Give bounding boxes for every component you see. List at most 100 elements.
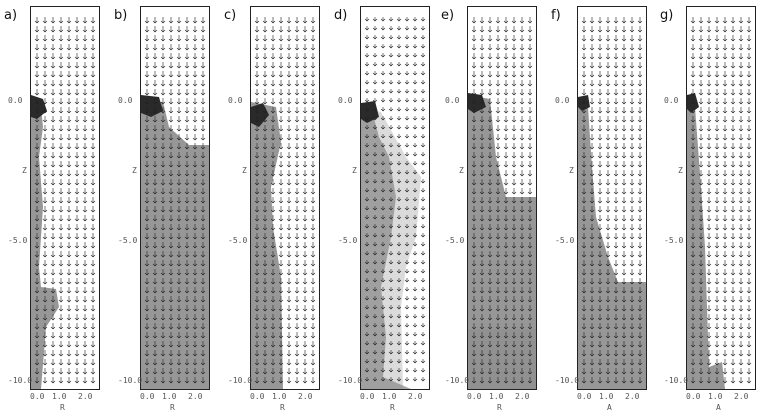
vector-arrow (160, 188, 166, 195)
vector-arrow (479, 350, 485, 357)
vector-arrow (690, 116, 696, 123)
vector-arrow (527, 116, 533, 123)
vector-arrow (589, 233, 595, 240)
vector-arrow (192, 179, 198, 186)
vector-arrow (184, 62, 190, 69)
vector-arrow (270, 143, 276, 150)
vector-arrow (58, 179, 64, 186)
vector-arrow (503, 242, 509, 249)
vector-arrow (722, 269, 728, 276)
vector-arrow (471, 278, 477, 285)
vector-arrow (613, 314, 619, 321)
vector-arrow (192, 161, 198, 168)
vector-arrow (714, 278, 720, 285)
vector-arrow (200, 350, 206, 357)
vector-arrow (144, 125, 150, 132)
vector-arrow (160, 80, 166, 87)
vector-arrow (519, 170, 525, 177)
panel-letter-b: b) (114, 8, 128, 23)
vector-arrow (302, 305, 308, 312)
vector-arrow (479, 332, 485, 339)
vector-arrow (714, 188, 720, 195)
vector-arrow (310, 224, 316, 231)
vector-arrow (471, 224, 477, 231)
vector-arrow (152, 89, 158, 96)
vector-arrow (738, 80, 744, 87)
vector-arrow (90, 188, 96, 195)
vector-arrow (270, 44, 276, 51)
vector-arrow (613, 260, 619, 267)
vector-arrow (479, 179, 485, 186)
vector-arrow (589, 368, 595, 375)
vector-arrow (589, 251, 595, 258)
vector-arrow (511, 44, 517, 51)
vector-arrow (581, 287, 587, 294)
vector-arrow (471, 287, 477, 294)
vector-arrow (294, 35, 300, 42)
vector-arrow (581, 98, 587, 105)
vector-arrow (396, 26, 402, 31)
vector-arrow (613, 305, 619, 312)
vector-arrow (597, 296, 603, 303)
vector-arrow (698, 377, 704, 384)
vector-arrow (262, 26, 268, 33)
vector-arrow (74, 197, 80, 204)
vector-arrow (613, 125, 619, 132)
vector-arrow (74, 80, 80, 87)
vector-arrow (605, 350, 611, 357)
vector-arrow (479, 368, 485, 375)
vector-arrow (471, 143, 477, 150)
vector-arrow (82, 179, 88, 186)
vector-arrow (58, 278, 64, 285)
vector-arrow (714, 53, 720, 60)
vector-arrow (254, 143, 260, 150)
vector-arrow (404, 278, 410, 283)
vector-arrow (270, 62, 276, 69)
vector-arrow (380, 269, 386, 274)
vector-arrow (738, 368, 744, 375)
vector-arrow (404, 62, 410, 67)
vector-arrow (511, 161, 517, 168)
vector-arrow (495, 332, 501, 339)
vector-arrow (152, 242, 158, 249)
vector-arrow (144, 17, 150, 24)
vector-arrow (380, 215, 386, 220)
x-tick-label: 1.0 (52, 392, 67, 401)
vector-arrow (690, 26, 696, 33)
vector-arrow (34, 287, 40, 294)
vector-arrow (176, 71, 182, 78)
vector-arrow (364, 260, 370, 265)
vector-arrow (302, 197, 308, 204)
vector-arrow (90, 260, 96, 267)
vector-arrow (82, 287, 88, 294)
vector-arrow (42, 152, 48, 159)
vector-arrow (152, 368, 158, 375)
vector-arrow (621, 287, 627, 294)
vector-arrow (364, 53, 370, 58)
vector-arrow (278, 170, 284, 177)
vector-arrow (746, 143, 752, 150)
vector-arrow (597, 215, 603, 222)
vector-arrow (34, 35, 40, 42)
vector-arrow (82, 296, 88, 303)
vector-arrow (380, 188, 386, 193)
vector-arrow (160, 260, 166, 267)
vector-arrow (42, 332, 48, 339)
vector-arrow (597, 224, 603, 231)
vector-arrow (34, 350, 40, 357)
vector-arrow (527, 242, 533, 249)
vector-arrow (388, 377, 394, 382)
vector-arrow (372, 170, 378, 175)
vector-arrow (404, 125, 410, 130)
vector-arrow (168, 377, 174, 384)
vector-arrow (412, 53, 418, 58)
vector-arrow (479, 323, 485, 330)
vector-arrow (412, 71, 418, 76)
vector-arrow (372, 332, 378, 337)
vector-arrow (176, 197, 182, 204)
vector-arrow (738, 296, 744, 303)
vector-arrow (50, 332, 56, 339)
vector-arrow (192, 377, 198, 384)
vector-arrow (738, 197, 744, 204)
vector-arrow (589, 278, 595, 285)
